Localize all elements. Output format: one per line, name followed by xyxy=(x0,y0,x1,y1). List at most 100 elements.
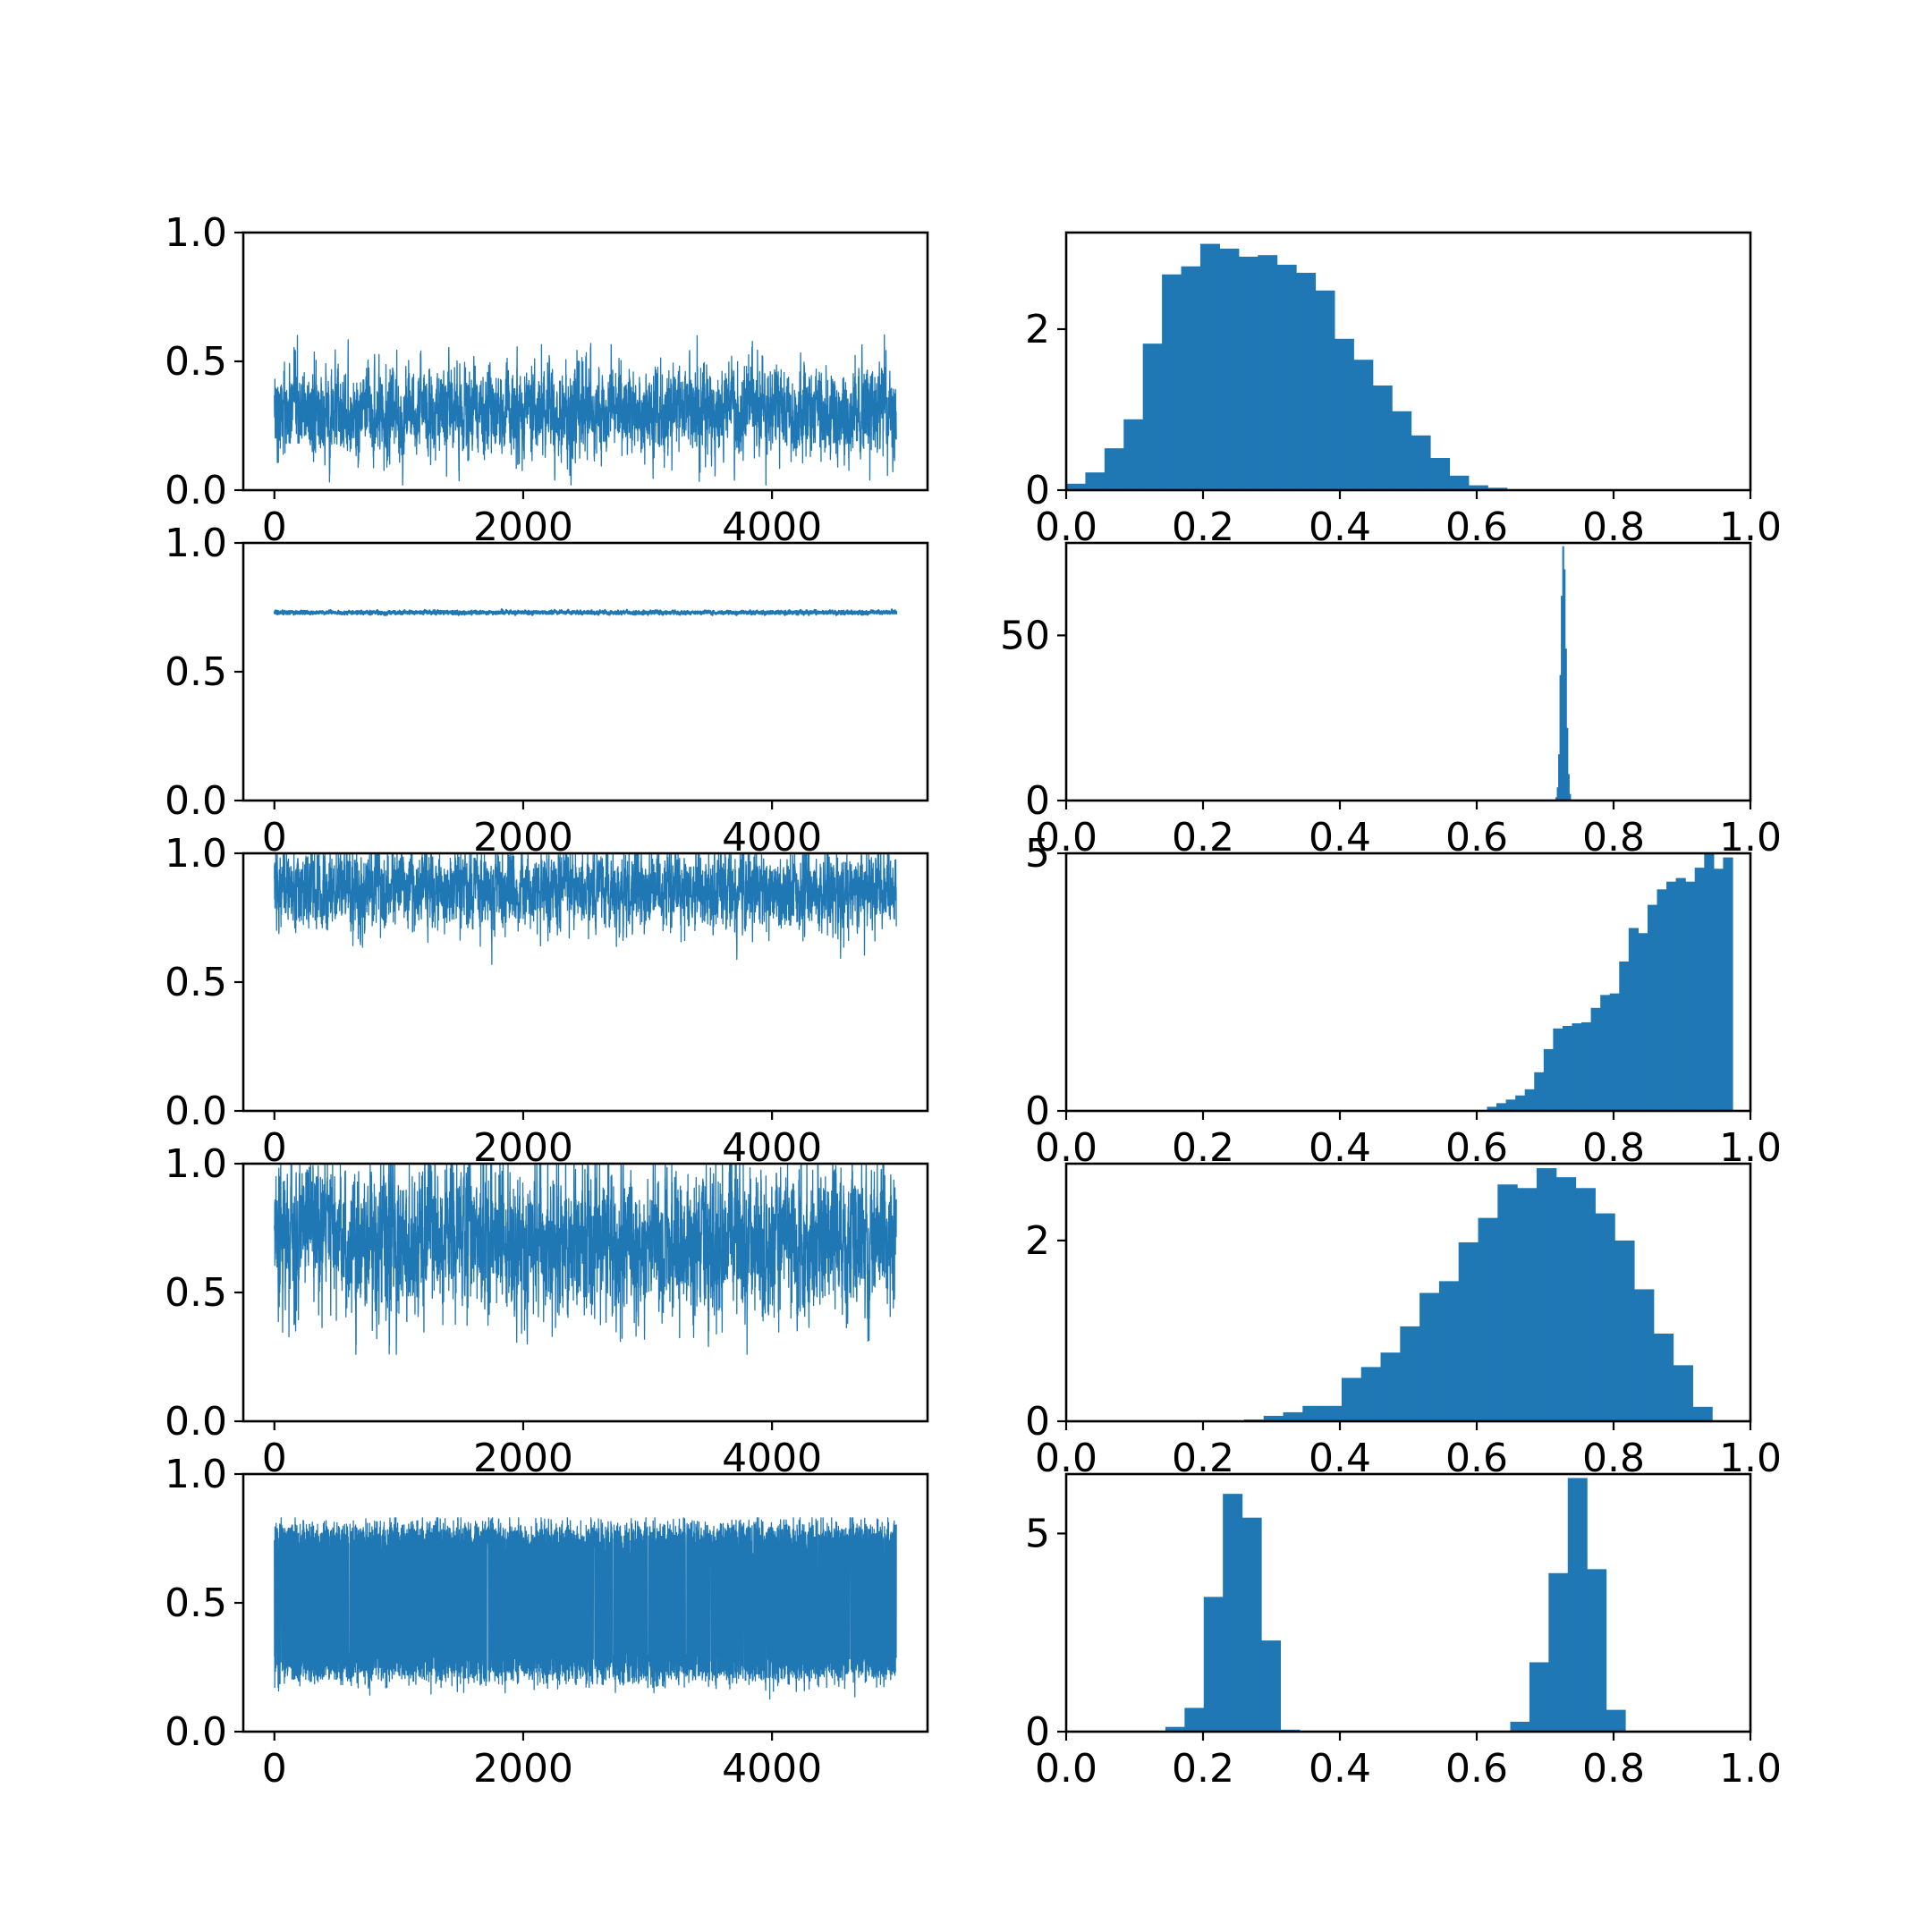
histogram-bar xyxy=(1543,1048,1554,1111)
histogram-bar xyxy=(1241,1517,1262,1732)
trace-line xyxy=(274,1164,897,1355)
histogram-bar xyxy=(1066,483,1087,490)
histogram-bar xyxy=(1496,1103,1507,1111)
histogram-bar xyxy=(1558,754,1561,801)
histogram-bar xyxy=(1566,727,1569,801)
histogram-bar xyxy=(1449,475,1470,490)
histogram-bar xyxy=(1548,1572,1569,1732)
histogram-bar xyxy=(1165,1726,1185,1732)
histogram-bar xyxy=(1334,338,1354,490)
histogram-bar xyxy=(1515,1095,1526,1111)
histogram-bar xyxy=(1572,1023,1582,1111)
y-tick-label: 0 xyxy=(1025,468,1050,513)
histogram-bar xyxy=(1562,1025,1573,1111)
histogram-bar xyxy=(1360,1367,1382,1421)
plot-area xyxy=(274,853,897,965)
histogram-bar xyxy=(1283,1411,1303,1421)
histogram-bar xyxy=(1510,1721,1530,1732)
histogram-bar xyxy=(1276,265,1297,490)
plot-area xyxy=(274,1517,897,1700)
histogram-bar xyxy=(1569,793,1572,801)
histogram-bar xyxy=(1223,1494,1243,1732)
histogram-bar xyxy=(1219,249,1240,490)
y-tick-label: 1.0 xyxy=(165,1141,227,1187)
axes-frame xyxy=(1064,231,1752,492)
y-tick-label: 5 xyxy=(1025,831,1050,877)
histogram-bar xyxy=(1619,961,1630,1111)
histogram-bar xyxy=(1587,1569,1607,1732)
y-tick-label: 0.5 xyxy=(165,649,227,695)
histogram-bar xyxy=(1564,648,1567,801)
histogram-bar xyxy=(1555,1177,1577,1421)
histogram-bar xyxy=(1561,596,1563,801)
x-tick-label: 0.8 xyxy=(1582,1746,1645,1792)
histogram-bar xyxy=(1657,889,1667,1111)
histogram-bar xyxy=(1653,1333,1674,1421)
histogram-bar xyxy=(1517,1188,1538,1421)
x-tick-label: 4000 xyxy=(722,1746,822,1792)
histogram-bar xyxy=(1581,1021,1592,1111)
x-tick-label: 0.4 xyxy=(1309,1746,1371,1792)
histogram-bar xyxy=(1302,1405,1323,1421)
histogram-bar xyxy=(1203,1597,1224,1732)
histogram-bar xyxy=(1199,243,1220,490)
histogram-bar xyxy=(1315,290,1335,490)
trace-line xyxy=(274,853,897,965)
histogram-bar xyxy=(1497,1184,1518,1421)
histogram-bar xyxy=(1567,1478,1588,1732)
trace-line xyxy=(274,334,897,486)
y-tick-label: 2 xyxy=(1025,1218,1050,1264)
plot-area xyxy=(274,1164,897,1355)
histogram-bar xyxy=(1675,877,1686,1111)
histogram-bar xyxy=(1606,1709,1626,1732)
histogram-bar xyxy=(1341,1377,1362,1421)
plot-area xyxy=(274,334,897,486)
x-tick-label: 0 xyxy=(262,1746,287,1792)
histogram-bar xyxy=(1600,995,1611,1111)
histogram-bar xyxy=(1567,774,1570,801)
histogram-bar xyxy=(1534,1072,1545,1111)
subplot-5-histogram: 0.0 0.2 0.4 0.6 0.8 1.0 0 5 xyxy=(1025,1472,1782,1792)
axes-frame xyxy=(1064,541,1752,802)
histogram-bar xyxy=(1263,1415,1284,1421)
y-tick-label: 0.5 xyxy=(165,960,227,1005)
histogram-bar xyxy=(1085,472,1106,490)
y-tick-label: 0.5 xyxy=(165,1580,227,1626)
plot-area xyxy=(273,608,898,616)
histogram-bar xyxy=(1536,1168,1557,1421)
x-tick-label: 1.0 xyxy=(1719,1746,1782,1792)
histogram-bar xyxy=(1556,787,1559,801)
histogram-bar xyxy=(1609,993,1620,1111)
axes-frame xyxy=(1064,1162,1752,1423)
y-tick-label: 0.0 xyxy=(165,468,227,513)
histogram-bar xyxy=(1296,273,1317,490)
subplot-5-trace: 0 2000 4000 0.0 0.5 1.0 xyxy=(165,1452,929,1792)
histogram-bar xyxy=(1673,1365,1693,1421)
histogram-bar xyxy=(1694,868,1705,1111)
histogram-bar xyxy=(1380,1352,1401,1421)
histogram-bar xyxy=(1505,1099,1516,1111)
plot-area xyxy=(1243,1168,1713,1421)
subplot-1-histogram: 0.0 0.2 0.4 0.6 0.8 1.002 xyxy=(1025,231,1782,550)
histogram-bar xyxy=(1575,1188,1596,1421)
y-tick-label: 0 xyxy=(1025,1399,1050,1445)
histogram-bar xyxy=(1666,881,1677,1111)
histogram-bar xyxy=(1529,1662,1549,1732)
y-tick-label: 5 xyxy=(1025,1511,1050,1556)
histogram-bar xyxy=(1487,1106,1497,1111)
histogram-bar xyxy=(1478,1217,1498,1421)
axes-frame xyxy=(1064,1472,1752,1733)
y-tick-label: 0.5 xyxy=(165,1270,227,1316)
histogram-bar xyxy=(1633,1289,1655,1421)
histogram-bar xyxy=(1685,881,1696,1111)
histogram-bar xyxy=(1104,448,1124,490)
histogram-bar xyxy=(1372,386,1393,490)
histogram-bar xyxy=(1487,487,1508,490)
y-tick-label: 0.0 xyxy=(165,778,227,824)
plot-area xyxy=(1555,546,1572,801)
histogram-bar xyxy=(1468,485,1488,490)
y-tick-label: 0 xyxy=(1025,1709,1050,1755)
histogram-bar xyxy=(1438,1281,1460,1421)
